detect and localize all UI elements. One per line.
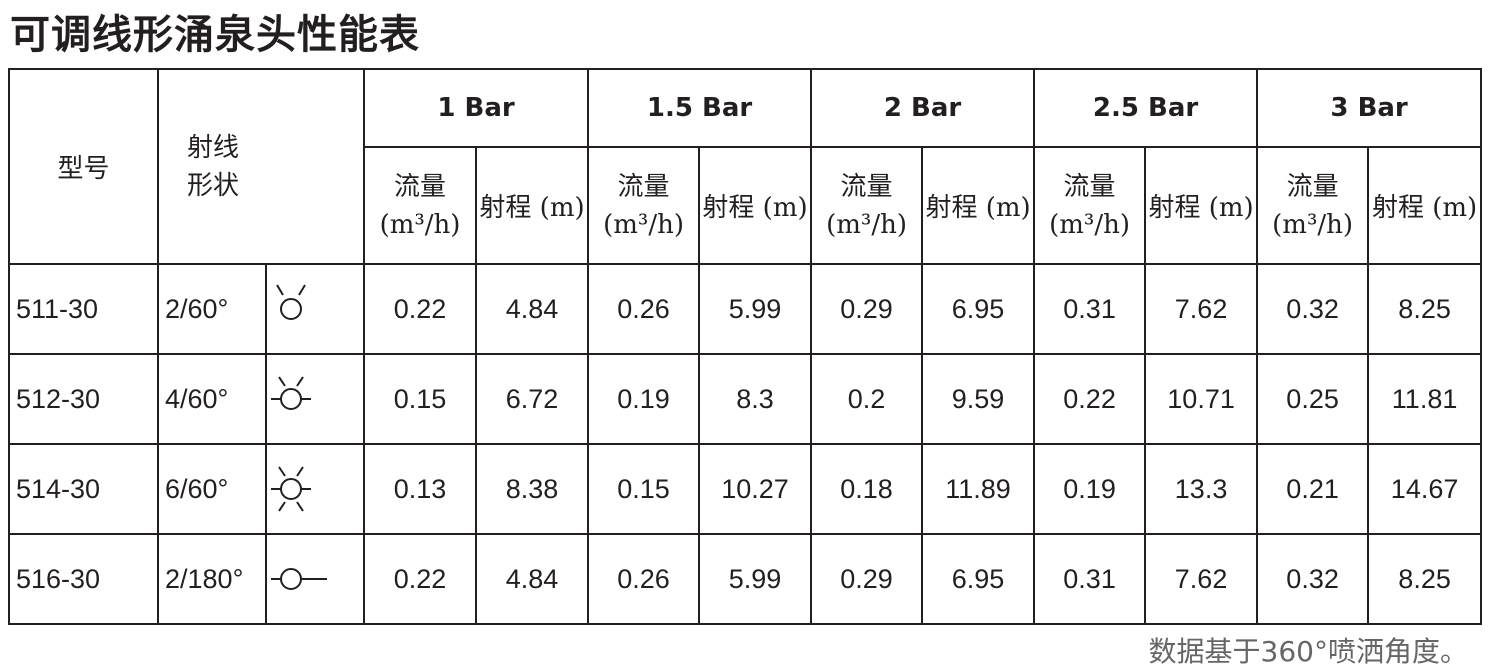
header-row: 型号 射线 形状 1 Bar 1.5 Bar 2 Bar 2.5 Bar 3 Bar — [8, 68, 1483, 265]
data-row: 512-30 4/60° 0.15 6.72 0.19 8.3 0.2 9.59 0.22 10.… — [8, 353, 1483, 445]
flow-label: 流量 — [394, 171, 447, 202]
flow-label: 流量 — [1286, 171, 1339, 202]
footnote: 数据基于360°喷洒角度。 — [1148, 635, 1468, 668]
model-cell: 516-30 — [8, 533, 159, 625]
flow-header: 流量 (m³/h) — [363, 146, 478, 265]
flow-unit: (m³/h) — [1049, 209, 1130, 240]
value-cell: 5.99 — [698, 263, 813, 355]
value-cell: 11.81 — [1367, 353, 1483, 445]
value-cell: 0.26 — [587, 533, 701, 625]
value-cell: 11.89 — [921, 443, 1036, 535]
pressure-header: 2.5 Bar — [1033, 68, 1259, 148]
shape-icon — [271, 568, 327, 590]
pressure-header: 1 Bar — [363, 68, 590, 148]
value-cell: 0.2 — [810, 353, 924, 445]
value-cell: 8.3 — [698, 353, 813, 445]
value-cell: 0.22 — [363, 263, 478, 355]
value-cell: 8.38 — [475, 443, 590, 535]
flow-label: 流量 — [617, 171, 670, 202]
flow-unit: (m³/h) — [826, 209, 907, 240]
model-header: 型号 — [8, 68, 159, 265]
value-cell: 0.29 — [810, 263, 924, 355]
shape-icon-cell — [264, 263, 366, 355]
value-cell: 0.32 — [1256, 533, 1370, 625]
shape-icon — [271, 466, 311, 512]
range-header: 射程 (m) — [698, 146, 813, 265]
value-cell: 0.22 — [363, 533, 478, 625]
value-cell: 10.71 — [1144, 353, 1259, 445]
pressure-header: 3 Bar — [1256, 68, 1483, 148]
shape-header: 射线 形状 — [156, 68, 366, 265]
value-cell: 0.22 — [1033, 353, 1147, 445]
data-row: 511-30 2/60° 0.22 4.84 0.26 5.99 0.29 6.95 0.31 7… — [8, 263, 1483, 355]
value-cell: 0.18 — [810, 443, 924, 535]
value-cell: 0.32 — [1256, 263, 1370, 355]
value-cell: 0.31 — [1033, 263, 1147, 355]
value-cell: 6.95 — [921, 533, 1036, 625]
flow-header: 流量 (m³/h) — [1256, 146, 1370, 265]
shape-cell: 2/60° — [157, 263, 267, 355]
value-cell: 0.31 — [1033, 533, 1147, 625]
value-cell: 13.3 — [1144, 443, 1259, 535]
shape-cell: 2/180° — [157, 533, 267, 625]
value-cell: 0.21 — [1256, 443, 1370, 535]
value-cell: 0.15 — [587, 443, 701, 535]
value-cell: 8.25 — [1367, 533, 1483, 625]
shape-icon — [276, 284, 306, 320]
flow-header: 流量 (m³/h) — [587, 146, 701, 265]
value-cell: 0.26 — [587, 263, 701, 355]
shape-header-line: 射线 — [187, 132, 240, 163]
range-header: 射程 (m) — [921, 146, 1036, 265]
shape-cell: 4/60° — [157, 353, 267, 445]
data-row: 516-30 2/180° 0.22 4.84 0.26 5.99 0.29 6.95 0.31… — [8, 533, 1483, 625]
title: 可调线形涌泉头性能表 — [10, 11, 420, 58]
shape-header-line: 形状 — [187, 170, 240, 201]
flow-unit: (m³/h) — [603, 209, 684, 240]
data-row: 514-30 6/60° 0.13 8.38 0.15 10.27 0.18 11.89 0.1… — [8, 443, 1483, 535]
shape-icon-cell — [264, 353, 366, 445]
value-cell: 9.59 — [921, 353, 1036, 445]
value-cell: 8.25 — [1367, 263, 1483, 355]
range-header: 射程 (m) — [1367, 146, 1483, 265]
performance-table: 型号 射线 形状 1 Bar 1.5 Bar 2 Bar 2.5 Bar 3 Bar 流量 (m³… — [8, 68, 1483, 625]
value-cell: 5.99 — [698, 533, 813, 625]
value-cell: 0.25 — [1256, 353, 1370, 445]
flow-unit: (m³/h) — [1272, 209, 1354, 240]
value-cell: 4.84 — [475, 533, 590, 625]
value-cell: 6.95 — [921, 263, 1036, 355]
shape-icon-cell — [264, 443, 366, 535]
flow-header: 流量 (m³/h) — [810, 146, 924, 265]
value-cell: 6.72 — [475, 353, 590, 445]
range-header: 射程 (m) — [1144, 146, 1259, 265]
value-cell: 0.15 — [363, 353, 478, 445]
value-cell: 0.19 — [587, 353, 701, 445]
table-body: 型号 射线 形状 1 Bar 1.5 Bar 2 Bar 2.5 Bar 3 Bar 流量 (m³… — [8, 68, 1483, 625]
flow-label: 流量 — [840, 171, 893, 202]
value-cell: 7.62 — [1144, 533, 1259, 625]
value-cell: 7.62 — [1144, 263, 1259, 355]
pressure-header: 2 Bar — [810, 68, 1036, 148]
model-cell: 512-30 — [8, 353, 159, 445]
shape-icon — [271, 376, 311, 410]
pressure-header: 1.5 Bar — [587, 68, 813, 148]
value-cell: 0.19 — [1033, 443, 1147, 535]
shape-icon-cell — [264, 533, 366, 625]
model-cell: 511-30 — [8, 263, 159, 355]
flow-label: 流量 — [1063, 171, 1116, 202]
flow-unit: (m³/h) — [379, 209, 461, 240]
value-cell: 0.29 — [810, 533, 924, 625]
value-cell: 0.13 — [363, 443, 478, 535]
model-cell: 514-30 — [8, 443, 159, 535]
value-cell: 10.27 — [698, 443, 813, 535]
value-cell: 14.67 — [1367, 443, 1483, 535]
subheader-row: 流量 (m³/h) 射程 (m) 流量 (m³/h) 射程 (m) 流量 (m³/h) 射程 (… — [9, 146, 1483, 265]
range-header: 射程 (m) — [475, 146, 590, 265]
flow-header: 流量 (m³/h) — [1033, 146, 1147, 265]
model-header-text: 型号 — [57, 154, 110, 184]
value-cell: 4.84 — [475, 263, 590, 355]
shape-cell: 6/60° — [157, 443, 267, 535]
